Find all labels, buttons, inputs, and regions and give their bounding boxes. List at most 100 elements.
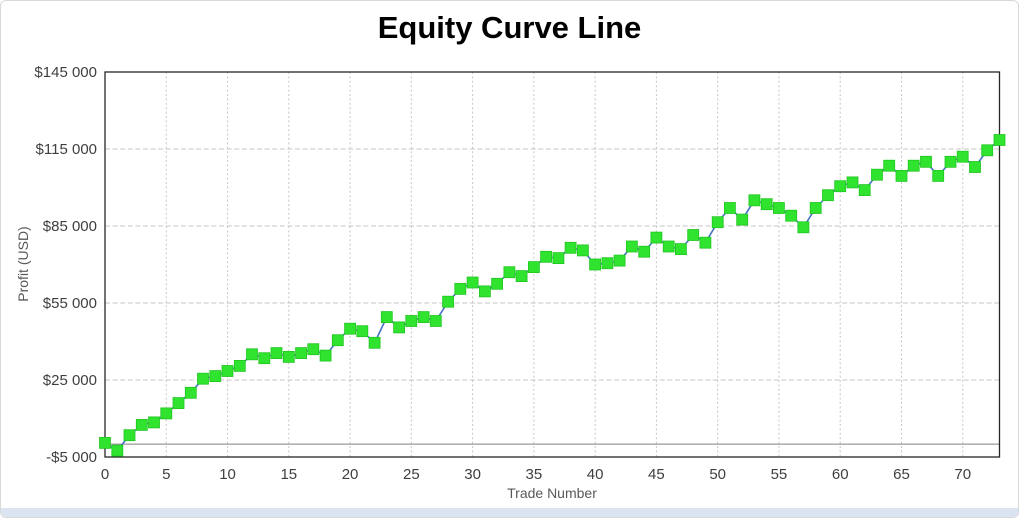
x-tick-labels: 0 5 10 15 20 25 30 35 40 45 50 55 60 65 70 bbox=[101, 466, 971, 483]
data-point-marker bbox=[785, 209, 798, 222]
y-axis-title: Profit (USD) bbox=[15, 226, 31, 302]
data-point-marker bbox=[650, 231, 663, 244]
x-tick-label: 5 bbox=[162, 466, 170, 483]
footer-strip bbox=[1, 508, 1018, 517]
data-point-marker bbox=[160, 407, 173, 420]
data-point-marker bbox=[478, 285, 491, 298]
data-point-marker bbox=[454, 282, 467, 295]
data-point-marker bbox=[589, 258, 601, 271]
data-point-marker bbox=[197, 372, 209, 385]
data-point-marker bbox=[405, 315, 418, 327]
data-point-marker bbox=[724, 202, 736, 214]
data-point-marker bbox=[822, 189, 834, 202]
data-point-marker bbox=[969, 161, 981, 173]
x-tick-label: 70 bbox=[954, 466, 971, 483]
data-point-marker bbox=[564, 241, 577, 254]
data-point-marker bbox=[393, 321, 406, 334]
data-point-marker bbox=[99, 436, 111, 449]
x-tick-label: 15 bbox=[280, 466, 297, 483]
x-tick-label: 30 bbox=[464, 466, 481, 483]
data-point-marker bbox=[356, 325, 369, 338]
data-point-marker bbox=[638, 245, 651, 258]
data-point-marker bbox=[417, 311, 430, 324]
data-point-marker bbox=[111, 444, 124, 457]
data-point-marker bbox=[944, 155, 957, 168]
data-point-marker bbox=[797, 221, 810, 234]
y-tick-label: $85 000 bbox=[43, 218, 97, 235]
data-point-marker bbox=[858, 184, 871, 197]
data-point-marker bbox=[319, 349, 332, 362]
chart-title: Equity Curve Line bbox=[377, 10, 642, 45]
data-point-marker bbox=[895, 169, 908, 182]
data-point-marker bbox=[282, 350, 295, 363]
data-point-marker bbox=[295, 347, 308, 360]
data-point-marker bbox=[380, 311, 393, 324]
data-point-marker bbox=[209, 370, 222, 383]
data-point-marker bbox=[675, 243, 687, 256]
x-axis-title: Trade Number bbox=[507, 485, 597, 501]
data-point-marker bbox=[466, 276, 479, 289]
data-point-marker bbox=[429, 315, 442, 327]
data-point-marker bbox=[993, 134, 1006, 146]
data-point-marker bbox=[148, 416, 160, 429]
y-tick-label: $145 000 bbox=[34, 64, 97, 81]
data-point-marker bbox=[503, 266, 516, 279]
data-point-marker bbox=[687, 229, 700, 241]
data-point-marker bbox=[258, 352, 271, 365]
data-point-marker bbox=[920, 155, 932, 168]
data-point-marker bbox=[662, 240, 675, 253]
data-point-marker bbox=[773, 202, 785, 214]
data-point-marker bbox=[368, 336, 381, 349]
data-point-marker bbox=[846, 176, 859, 189]
x-tick-label: 45 bbox=[648, 466, 665, 483]
data-point-marker bbox=[331, 334, 344, 347]
data-point-marker bbox=[981, 144, 994, 157]
x-tick-label: 20 bbox=[342, 466, 359, 483]
data-point-marker bbox=[748, 194, 761, 207]
data-point-marker bbox=[907, 159, 920, 172]
data-point-marker bbox=[711, 216, 724, 229]
x-tick-label: 50 bbox=[709, 466, 726, 483]
data-point-marker bbox=[601, 257, 614, 270]
x-tick-label: 0 bbox=[101, 466, 109, 483]
data-point-marker bbox=[699, 236, 712, 249]
data-point-marker bbox=[809, 202, 822, 214]
data-point-marker bbox=[932, 169, 945, 182]
data-point-marker bbox=[135, 418, 148, 431]
data-point-marker bbox=[626, 240, 638, 253]
y-tick-labels: -$5 000 $25 000 $55 000 $85 000 $115 000 $145… bbox=[34, 64, 97, 466]
data-point-marker bbox=[540, 250, 552, 263]
data-point-marker bbox=[491, 277, 504, 290]
data-point-marker bbox=[233, 359, 246, 372]
data-point-marker bbox=[760, 198, 773, 211]
data-point-marker bbox=[613, 254, 626, 267]
data-point-marker bbox=[956, 150, 969, 163]
data-point-marker bbox=[172, 397, 185, 410]
x-tick-label: 65 bbox=[893, 466, 910, 483]
data-point-marker bbox=[528, 261, 540, 274]
plot-border bbox=[104, 71, 1001, 458]
data-point-marker bbox=[834, 180, 847, 193]
x-tick-label: 25 bbox=[403, 466, 420, 483]
y-tick-label: $115 000 bbox=[36, 141, 97, 158]
data-point-marker bbox=[184, 386, 197, 399]
series-markers bbox=[99, 134, 1006, 457]
y-tick-label: $55 000 bbox=[43, 295, 97, 312]
data-point-marker bbox=[883, 159, 896, 172]
data-point-marker bbox=[871, 168, 883, 181]
gridlines bbox=[105, 72, 1000, 457]
data-point-marker bbox=[123, 429, 136, 442]
data-point-marker bbox=[577, 244, 589, 257]
data-point-marker bbox=[344, 322, 357, 335]
x-tick-label: 55 bbox=[771, 466, 788, 483]
y-tick-label: -$5 000 bbox=[46, 449, 97, 466]
x-tick-label: 60 bbox=[832, 466, 849, 483]
data-point-marker bbox=[221, 365, 234, 377]
data-point-marker bbox=[736, 213, 749, 226]
data-point-marker bbox=[515, 270, 528, 283]
data-point-marker bbox=[307, 343, 320, 356]
data-point-marker bbox=[442, 295, 455, 308]
y-tick-label: $25 000 bbox=[43, 372, 97, 389]
